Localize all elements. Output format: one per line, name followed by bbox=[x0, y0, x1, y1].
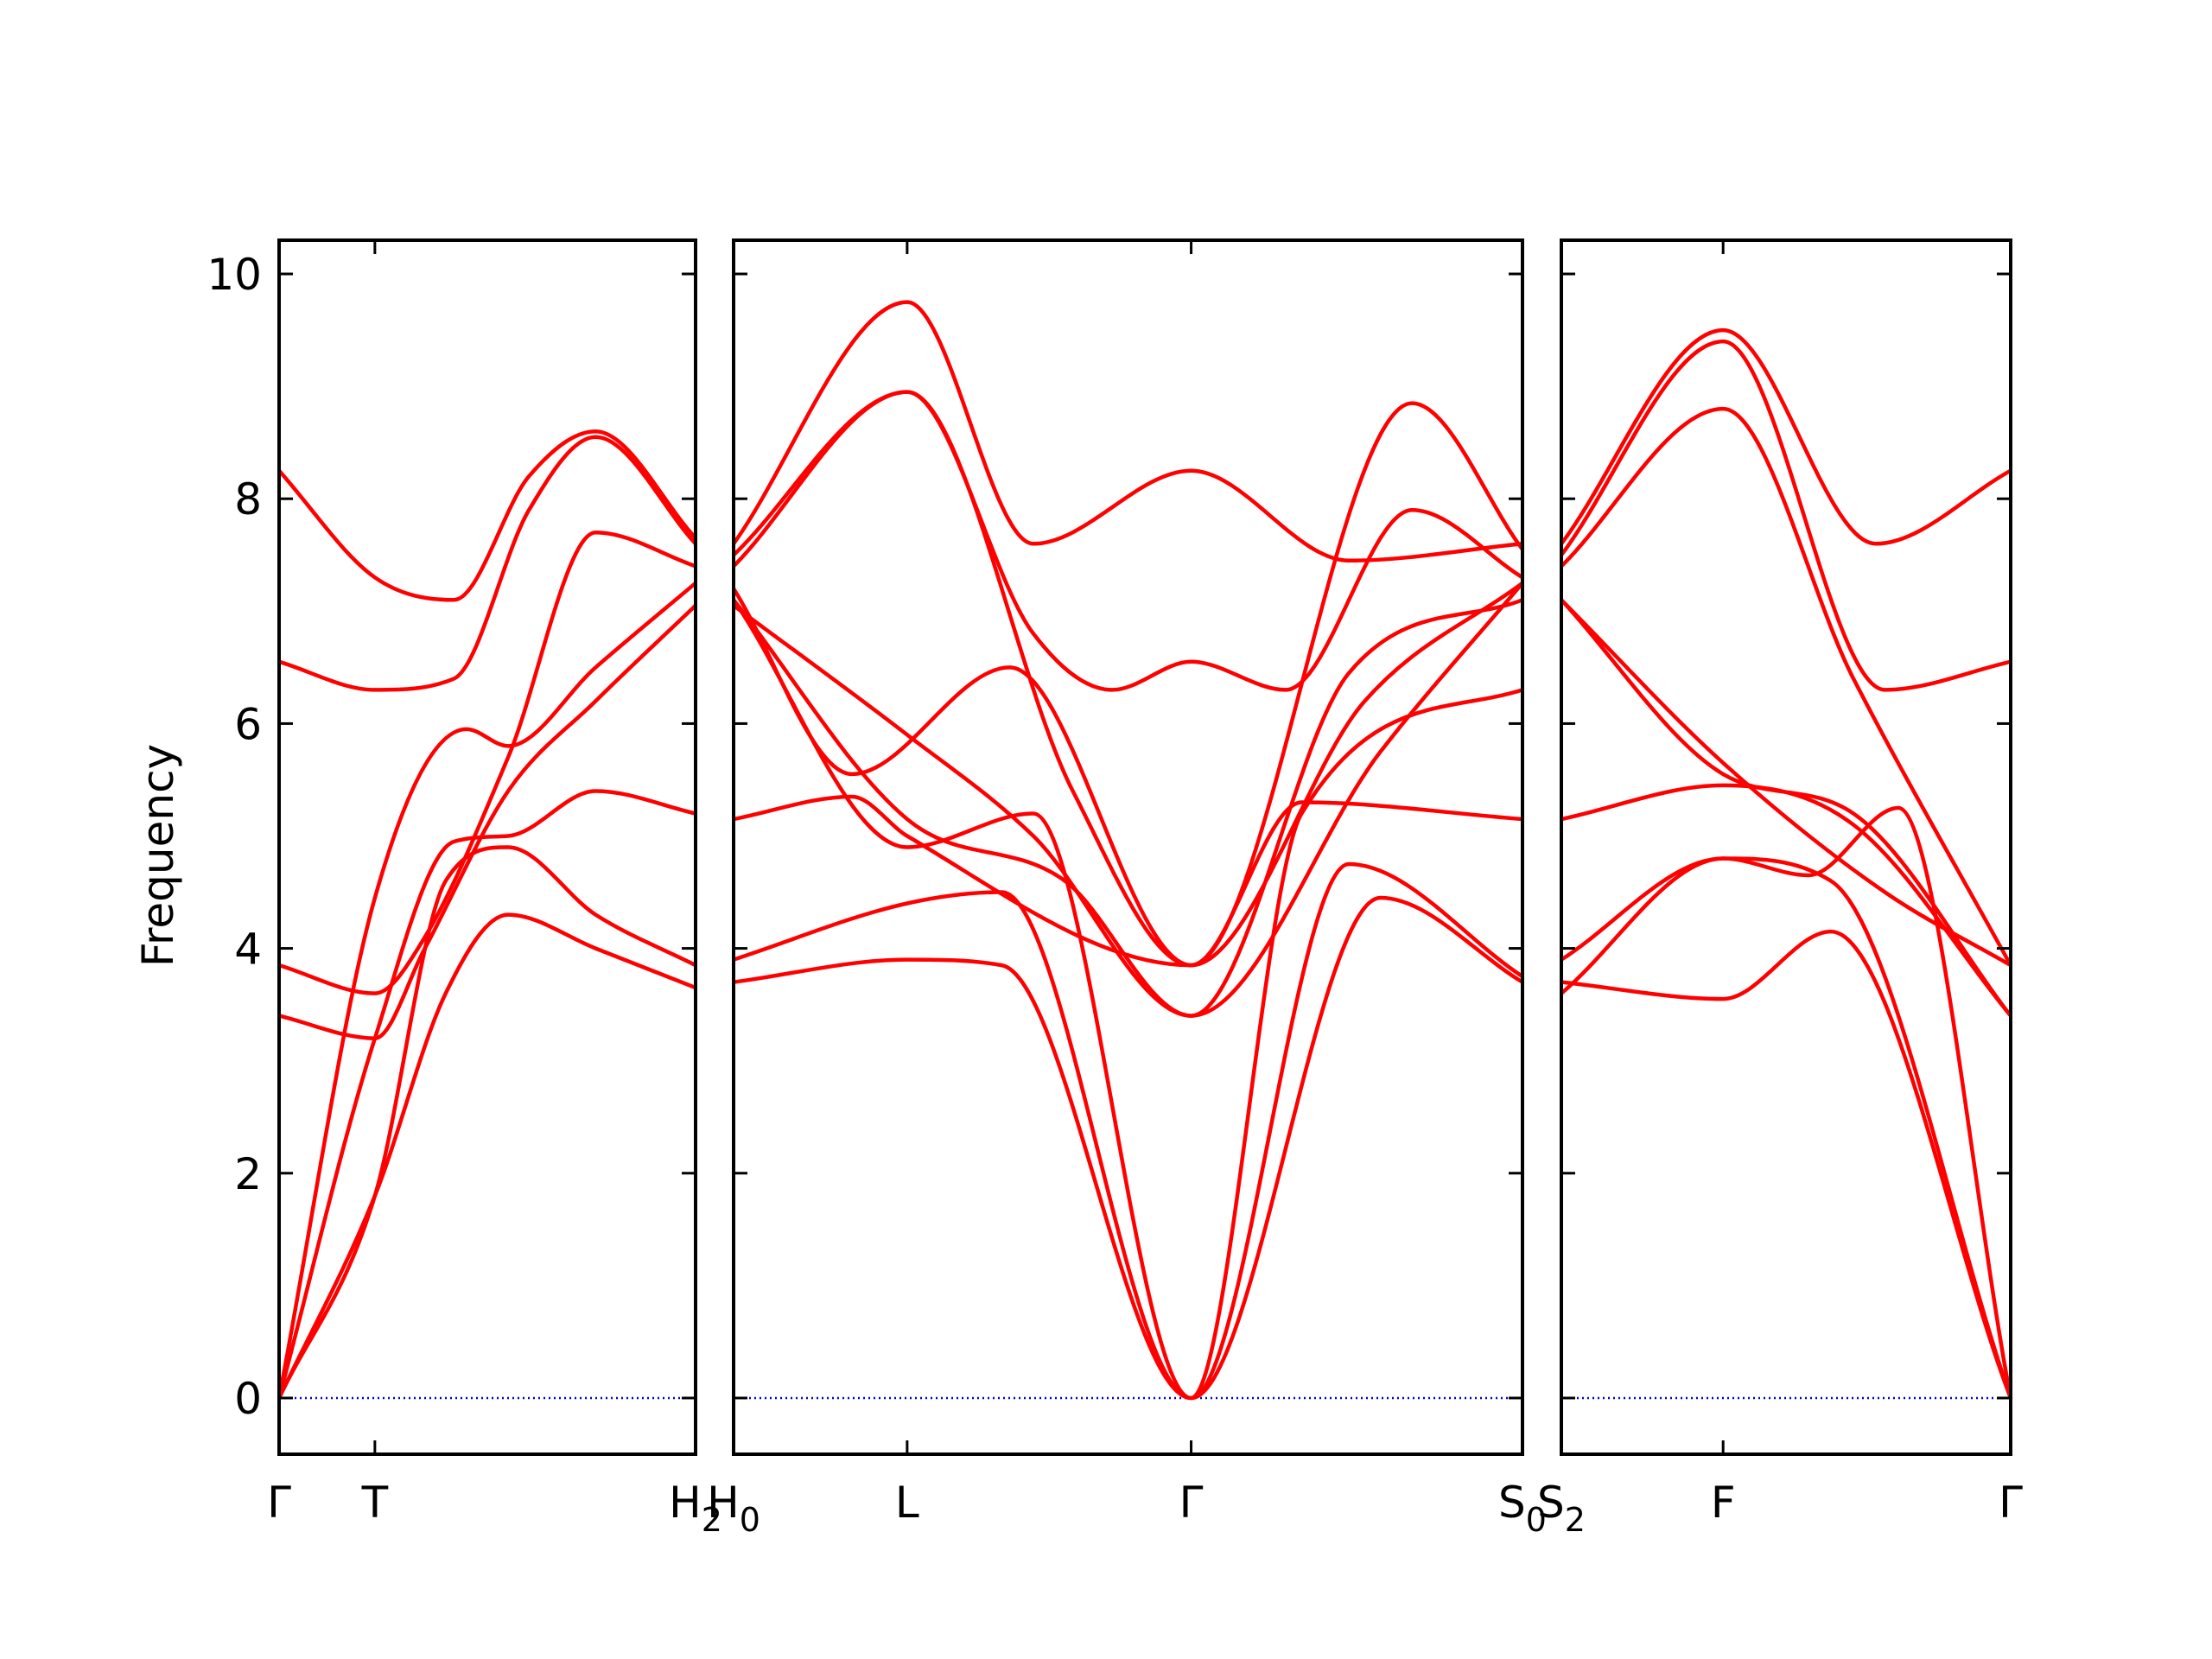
x-tick-label: Γ bbox=[1179, 1478, 1204, 1528]
band-line bbox=[733, 861, 1524, 1401]
panel-frame bbox=[277, 238, 697, 1456]
band-line bbox=[732, 581, 1524, 968]
band-line bbox=[733, 895, 1524, 1401]
x-tick-label: T bbox=[361, 1478, 389, 1528]
band-line bbox=[276, 582, 697, 1399]
y-tick-label: 0 bbox=[234, 1374, 262, 1424]
y-axis-title: Frequency bbox=[133, 744, 183, 967]
x-tick-label: L bbox=[895, 1478, 919, 1528]
band-line bbox=[732, 599, 1523, 1401]
band-line bbox=[733, 794, 1523, 968]
band-line bbox=[276, 912, 696, 1399]
x-tick-label: Γ bbox=[1999, 1478, 2023, 1528]
y-tick-label: 10 bbox=[207, 250, 262, 300]
band-line bbox=[732, 390, 1524, 968]
band-line bbox=[278, 604, 697, 1040]
band-line bbox=[1560, 783, 2012, 1018]
band-line bbox=[1560, 598, 2012, 968]
band-line bbox=[1560, 339, 2012, 692]
band-line bbox=[1560, 856, 2013, 1399]
band-line bbox=[276, 845, 697, 1399]
panel-2: H0 L Γ S0 bbox=[707, 238, 1547, 1539]
band-line bbox=[1560, 406, 2012, 967]
band-line bbox=[732, 300, 1523, 563]
panel-frame bbox=[1560, 238, 2012, 1456]
x-tick-label: Γ bbox=[267, 1478, 291, 1528]
y-tick-label: 2 bbox=[234, 1149, 262, 1199]
band-line bbox=[278, 435, 697, 692]
band-line bbox=[1560, 929, 2013, 1399]
band-line bbox=[276, 789, 696, 1399]
band-line bbox=[1560, 805, 2013, 1399]
y-tick-label: 6 bbox=[234, 699, 262, 749]
band-line bbox=[277, 429, 697, 602]
band-line bbox=[278, 530, 696, 995]
band-line bbox=[732, 390, 1524, 692]
band-line bbox=[732, 582, 1524, 1018]
y-tick-label: 8 bbox=[234, 474, 262, 524]
x-tick-label: F bbox=[1711, 1478, 1736, 1528]
band-line bbox=[1560, 327, 2012, 546]
band-line bbox=[732, 598, 1523, 1018]
panel-frame bbox=[732, 238, 1524, 1456]
y-tick-label: 4 bbox=[234, 925, 262, 975]
panel-3: S2 F Γ bbox=[1537, 238, 2023, 1539]
y-axis-label: Frequency bbox=[133, 744, 183, 967]
